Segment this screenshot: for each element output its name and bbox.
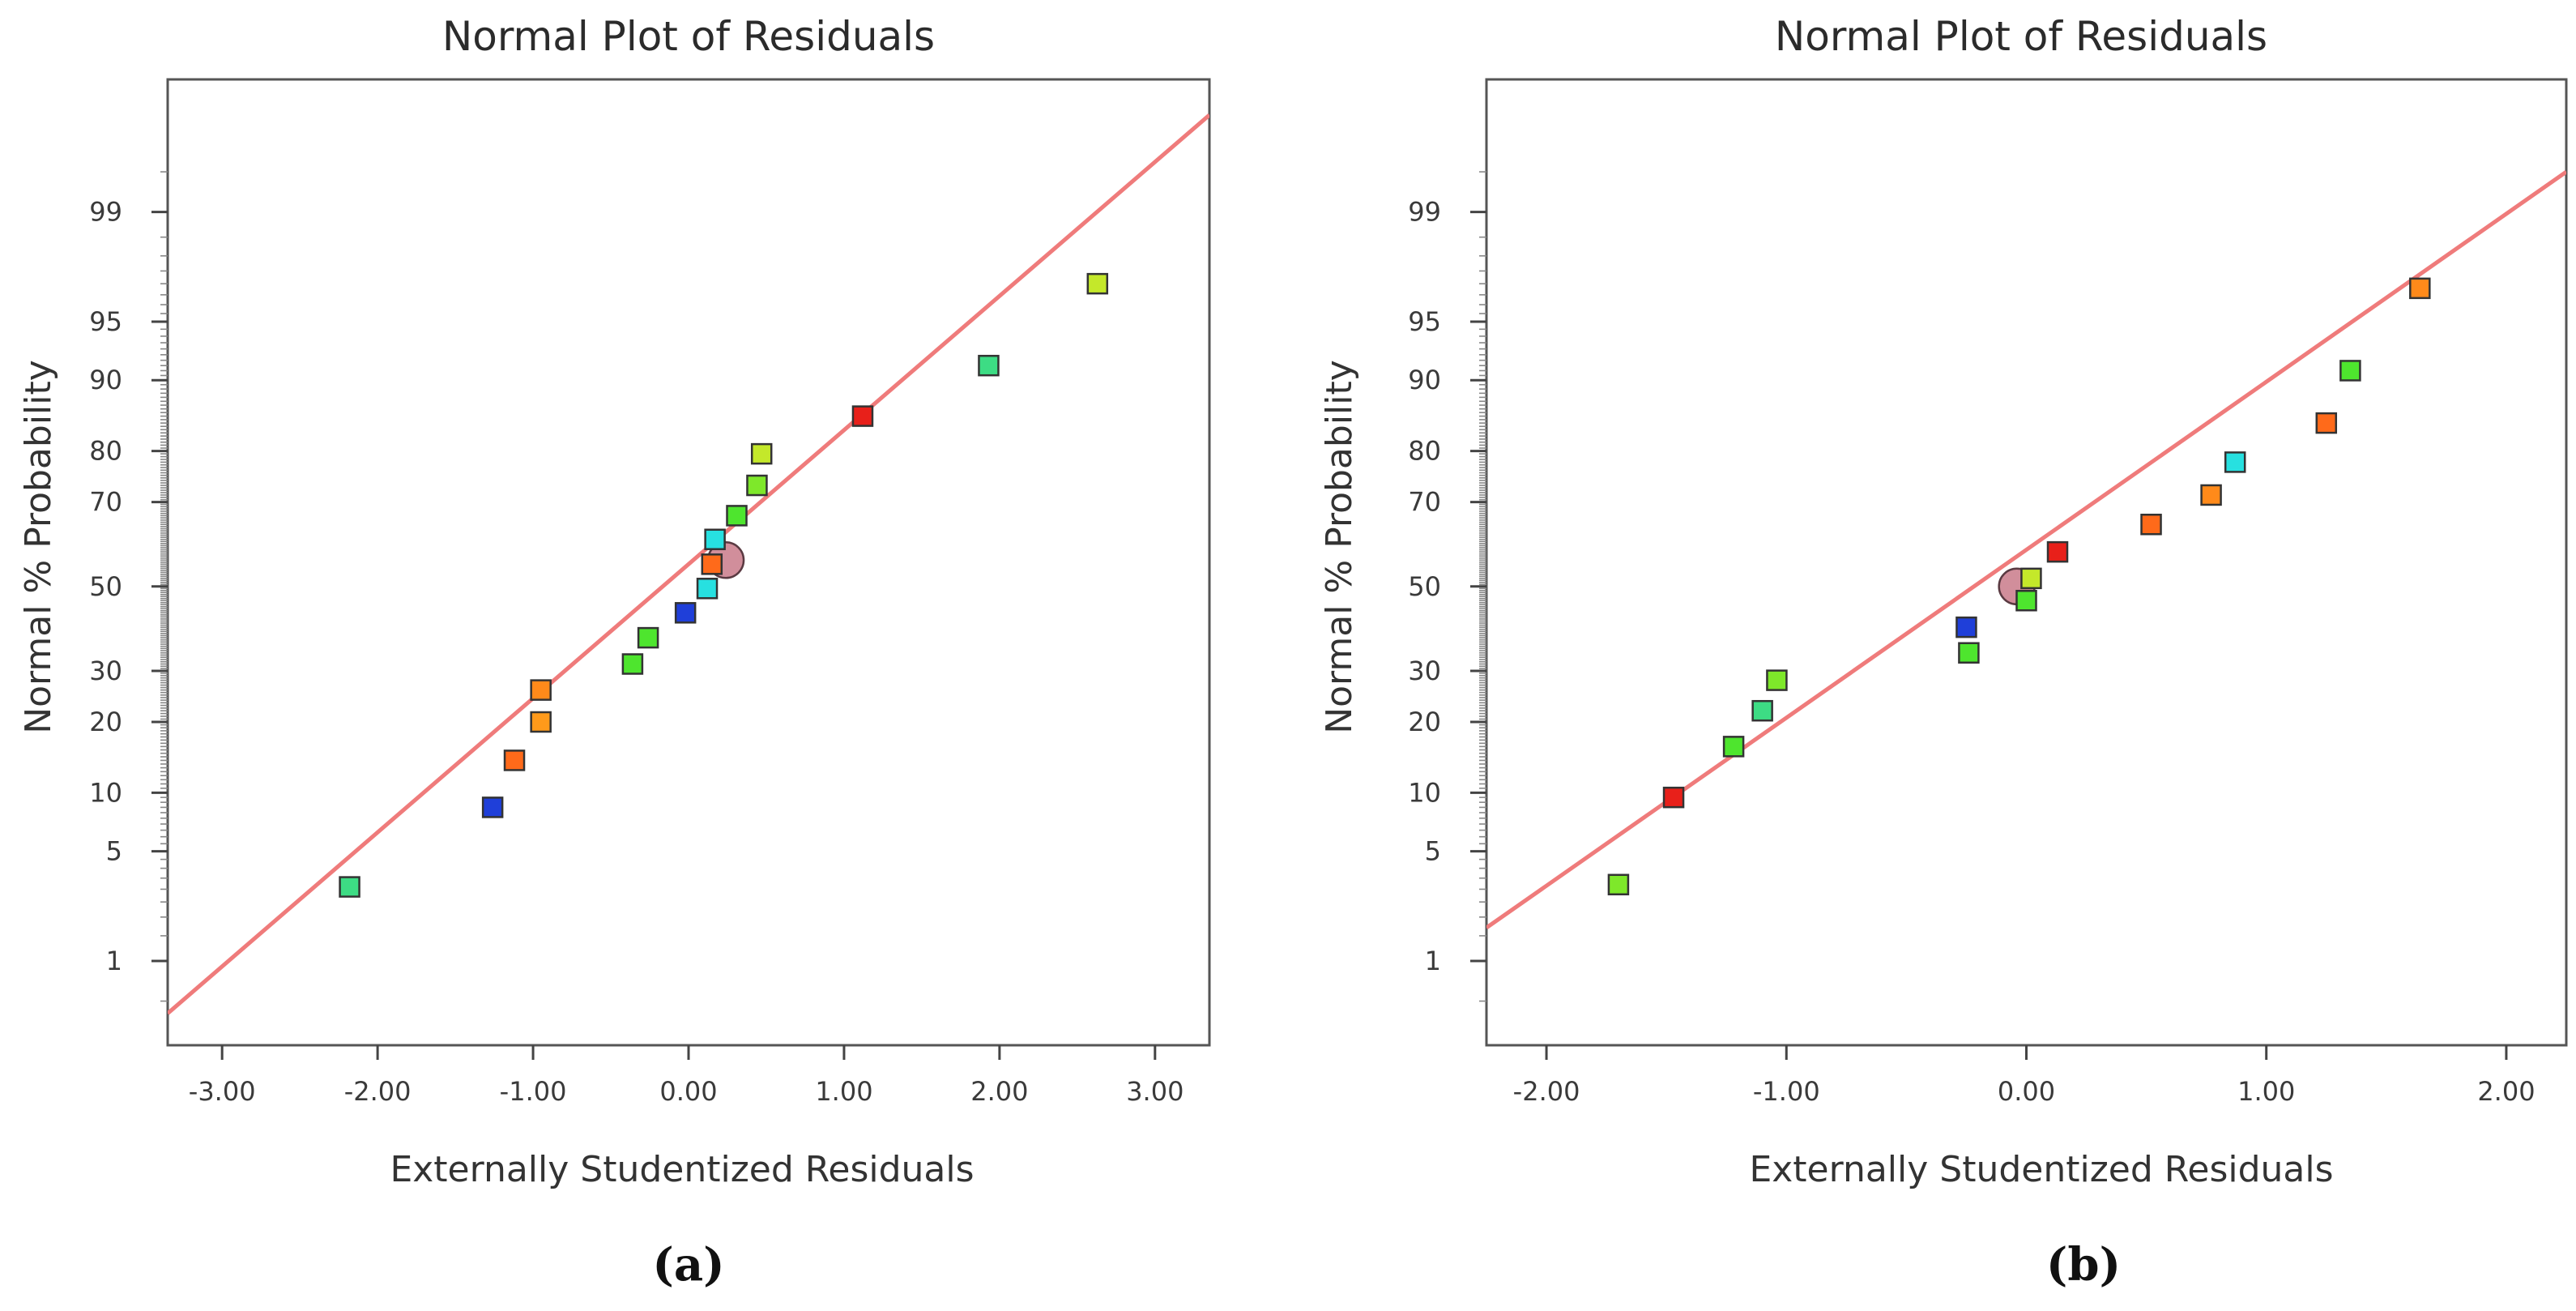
- data-point: [530, 679, 552, 701]
- y-tick-label: 30: [1408, 656, 1441, 686]
- reference-line: [168, 113, 1209, 1015]
- y-tick-label: 50: [89, 571, 122, 602]
- data-point: [2046, 540, 2069, 563]
- y-tick-label: 80: [89, 436, 122, 467]
- y-tick-label: 95: [1408, 306, 1441, 337]
- x-tick-label: 1.00: [2237, 1076, 2295, 1107]
- x-tick-label: -3.00: [189, 1076, 256, 1107]
- data-point: [704, 528, 726, 550]
- y-tick-label: 20: [1408, 707, 1441, 737]
- plot-frame: [1485, 78, 2568, 1047]
- y-tick-label: 5: [1425, 836, 1441, 867]
- data-point: [637, 626, 659, 649]
- data-point: [530, 711, 552, 733]
- reference-line: [1486, 170, 2566, 930]
- x-tick-label: 3.00: [1126, 1076, 1184, 1107]
- data-point: [2200, 484, 2222, 506]
- data-point: [978, 354, 1000, 377]
- data-point: [2224, 451, 2246, 473]
- data-point: [2315, 412, 2338, 434]
- y-tick-label: 10: [1408, 777, 1441, 808]
- x-tick-label: -2.00: [1513, 1076, 1580, 1107]
- data-point: [2409, 277, 2431, 300]
- y-tick-label: 10: [89, 777, 122, 808]
- x-axis-label: Externally Studentized Residuals: [390, 1149, 974, 1190]
- data-point: [1751, 699, 1773, 722]
- data-point: [696, 578, 719, 600]
- y-tick-label: 1: [1425, 946, 1441, 976]
- y-tick-label: 99: [89, 197, 122, 228]
- data-point: [750, 442, 773, 465]
- data-point: [1958, 642, 1980, 664]
- normal-plot-b: Normal Plot of Residuals Externally Stud…: [1319, 13, 2568, 1292]
- x-tick-label: 1.00: [815, 1076, 872, 1107]
- y-tick-label: 50: [1408, 571, 1441, 602]
- x-tick-label: 2.00: [970, 1076, 1028, 1107]
- x-tick-label: -1.00: [500, 1076, 567, 1107]
- data-point: [2339, 360, 2361, 382]
- x-tick-label: -1.00: [1753, 1076, 1820, 1107]
- data-point: [1766, 669, 1788, 691]
- chart-panel-b: Normal Plot of Residuals Externally Stud…: [1288, 0, 2576, 1311]
- chart-title: Normal Plot of Residuals: [442, 13, 935, 60]
- data-point: [726, 505, 748, 527]
- x-tick-label: 2.00: [2477, 1076, 2535, 1107]
- y-tick-label: 90: [1408, 365, 1441, 395]
- data-point: [1955, 616, 1977, 638]
- x-tick-label: 0.00: [659, 1076, 717, 1107]
- data-point: [339, 876, 360, 898]
- data-point: [674, 602, 697, 624]
- data-point: [2020, 567, 2042, 590]
- data-point: [621, 653, 644, 675]
- data-point: [1086, 272, 1109, 295]
- figure-caption: (a): [652, 1238, 724, 1292]
- y-tick-label: 30: [89, 656, 122, 686]
- chart-panel-a: Normal Plot of Residuals Externally Stud…: [18, 13, 1211, 1292]
- y-tick-label: 95: [89, 306, 122, 337]
- data-point: [2140, 513, 2162, 536]
- chart-title: Normal Plot of Residuals: [1775, 13, 2267, 60]
- data-point: [2015, 590, 2037, 612]
- data-point: [1722, 736, 1745, 758]
- y-tick-label: 20: [89, 707, 122, 737]
- data-point: [851, 405, 874, 427]
- y-tick-label: 80: [1408, 436, 1441, 467]
- x-tick-label: 0.00: [1998, 1076, 2055, 1107]
- data-point: [481, 796, 504, 818]
- data-point: [1607, 873, 1630, 896]
- y-tick-label: 90: [89, 365, 122, 395]
- y-tick-label: 1: [106, 946, 122, 976]
- x-tick-label: -2.00: [344, 1076, 412, 1107]
- data-point: [746, 474, 768, 497]
- data-point: [1662, 786, 1685, 809]
- y-axis-label: Normal % Probability: [18, 360, 59, 734]
- x-axis-label: Externally Studentized Residuals: [1749, 1149, 2333, 1190]
- figure-caption: (b): [2046, 1238, 2121, 1292]
- normal-plot-a: Normal Plot of Residuals Externally Stud…: [18, 13, 1211, 1292]
- y-axis-label: Normal % Probability: [1319, 360, 1360, 734]
- data-point: [701, 553, 723, 575]
- y-tick-label: 70: [1408, 487, 1441, 518]
- y-tick-label: 5: [106, 836, 122, 867]
- y-tick-label: 70: [89, 487, 122, 518]
- y-tick-label: 99: [1408, 197, 1441, 228]
- data-point: [503, 749, 526, 771]
